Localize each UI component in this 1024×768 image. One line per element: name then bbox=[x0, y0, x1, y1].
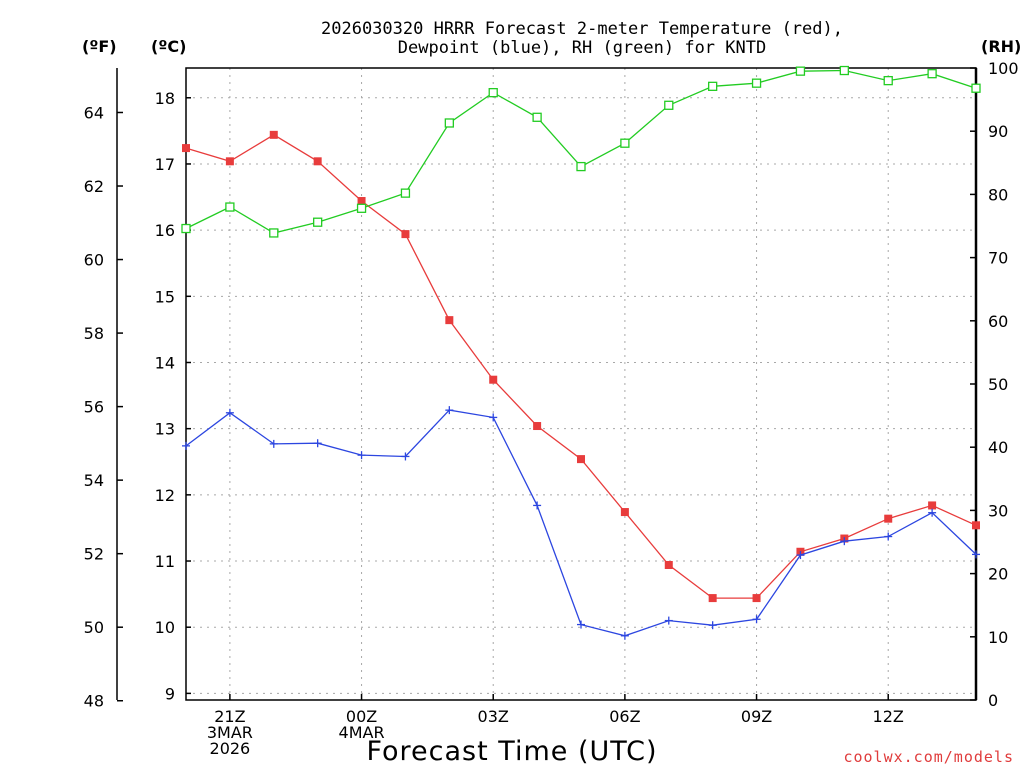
fahrenheit-tick-label: 54 bbox=[84, 471, 104, 490]
rh-tick-label: 100 bbox=[988, 59, 1019, 78]
rh-point bbox=[225, 202, 235, 212]
rh-point bbox=[181, 223, 191, 234]
temperature-point bbox=[401, 230, 410, 239]
celsius-tick-label: 10 bbox=[155, 618, 175, 637]
fahrenheit-tick-label: 58 bbox=[84, 324, 104, 343]
chart-title-line-2: Dewpoint (blue), RH (green) for KNTD bbox=[398, 38, 766, 58]
rh-point bbox=[576, 161, 586, 172]
grid-lines bbox=[186, 68, 976, 700]
data-series bbox=[181, 65, 981, 640]
rh-point bbox=[664, 100, 674, 110]
rh-unit-label: (RH) bbox=[981, 37, 1021, 56]
temperature-point bbox=[708, 594, 717, 603]
rh-point bbox=[488, 87, 498, 98]
rh-point bbox=[444, 118, 454, 128]
rh-point bbox=[839, 65, 849, 76]
rh-tick-label: 90 bbox=[988, 122, 1008, 141]
temperature-point bbox=[225, 157, 234, 166]
celsius-tick-label: 17 bbox=[155, 155, 175, 174]
rh-point bbox=[883, 75, 893, 86]
rh-tick-label: 50 bbox=[988, 375, 1008, 394]
temperature-point bbox=[182, 144, 190, 153]
temperature-point bbox=[489, 375, 498, 384]
fahrenheit-tick-label: 62 bbox=[84, 177, 104, 196]
rh-line bbox=[185, 69, 977, 234]
rh-point bbox=[927, 69, 937, 79]
rh-point bbox=[751, 78, 762, 88]
rh-tick-label: 0 bbox=[988, 691, 998, 710]
dewpoint-line bbox=[185, 409, 977, 637]
celsius-tick-label: 9 bbox=[165, 684, 175, 703]
rh-point bbox=[795, 66, 806, 76]
rh-point bbox=[532, 112, 542, 122]
rh-point bbox=[269, 228, 279, 238]
rh-tick-label: 10 bbox=[988, 628, 1008, 647]
celsius-unit-label: (ºC) bbox=[151, 37, 186, 56]
temperature-point bbox=[928, 501, 937, 510]
temperature-point bbox=[664, 560, 673, 569]
series-temperature bbox=[182, 130, 980, 603]
fahrenheit-unit-label: (ºF) bbox=[82, 37, 117, 56]
temperature-point bbox=[357, 197, 366, 206]
rh-point bbox=[356, 203, 367, 213]
celsius-tick-label: 16 bbox=[155, 221, 175, 240]
fahrenheit-tick-label: 60 bbox=[84, 251, 104, 270]
credit-text: coolwx.com/models bbox=[843, 748, 1014, 766]
temperature-point bbox=[445, 316, 454, 325]
celsius-tick-label: 13 bbox=[155, 420, 175, 439]
rh-tick-label: 60 bbox=[988, 312, 1008, 331]
celsius-tick-label: 15 bbox=[155, 287, 175, 306]
rh-point bbox=[708, 81, 718, 91]
x-tick-label: 00Z bbox=[346, 707, 377, 726]
rh-tick-label: 20 bbox=[988, 565, 1008, 584]
rh-tick-label: 80 bbox=[988, 185, 1008, 204]
fahrenheit-tick-label: 48 bbox=[84, 692, 104, 711]
x-tick-label: 12Z bbox=[873, 707, 904, 726]
fahrenheit-tick-label: 56 bbox=[84, 398, 104, 417]
rh-tick-label: 30 bbox=[988, 501, 1008, 520]
temperature-point bbox=[972, 521, 980, 530]
temperature-point bbox=[884, 514, 893, 523]
temperature-line bbox=[185, 134, 977, 599]
celsius-tick-label: 11 bbox=[155, 552, 175, 571]
fahrenheit-tick-label: 52 bbox=[84, 545, 104, 564]
series-rh bbox=[181, 65, 981, 238]
temperature-point bbox=[577, 455, 585, 464]
x-tick-label: 3MAR bbox=[207, 723, 253, 742]
celsius-tick-label: 12 bbox=[155, 486, 175, 505]
x-axis-title: Forecast Time (UTC) bbox=[366, 736, 657, 767]
x-tick-label: 09Z bbox=[741, 707, 772, 726]
chart-text: 2026030320 HRRR Forecast 2-meter Tempera… bbox=[82, 19, 1021, 767]
x-tick-label: 4MAR bbox=[339, 723, 385, 742]
rh-tick-label: 40 bbox=[988, 438, 1008, 457]
rh-point bbox=[400, 188, 411, 198]
axes: 48 50 52 54 56 58 60 62 64 9 10 11 12 13 14 15 16 17 18 0 10… bbox=[84, 59, 1019, 758]
x-tick-label: 03Z bbox=[478, 707, 509, 726]
rh-tick-label: 70 bbox=[988, 249, 1008, 268]
x-tick-label: 21Z bbox=[214, 707, 245, 726]
x-tick-label: 06Z bbox=[609, 707, 640, 726]
temperature-point bbox=[620, 508, 629, 517]
rh-point bbox=[620, 138, 630, 148]
celsius-tick-label: 14 bbox=[155, 353, 175, 372]
celsius-tick-label: 18 bbox=[155, 89, 175, 108]
chart-title-line-1: 2026030320 HRRR Forecast 2-meter Tempera… bbox=[321, 19, 843, 39]
fahrenheit-tick-label: 50 bbox=[84, 618, 104, 637]
x-tick-label: 2026 bbox=[210, 739, 251, 758]
rh-point bbox=[971, 83, 981, 93]
fahrenheit-tick-label: 64 bbox=[84, 103, 104, 122]
temperature-point bbox=[269, 130, 278, 139]
rh-point bbox=[313, 217, 323, 227]
series-dewpoint bbox=[182, 406, 980, 640]
temperature-point bbox=[313, 157, 322, 166]
temperature-point bbox=[752, 594, 761, 603]
temperature-point bbox=[533, 422, 542, 431]
